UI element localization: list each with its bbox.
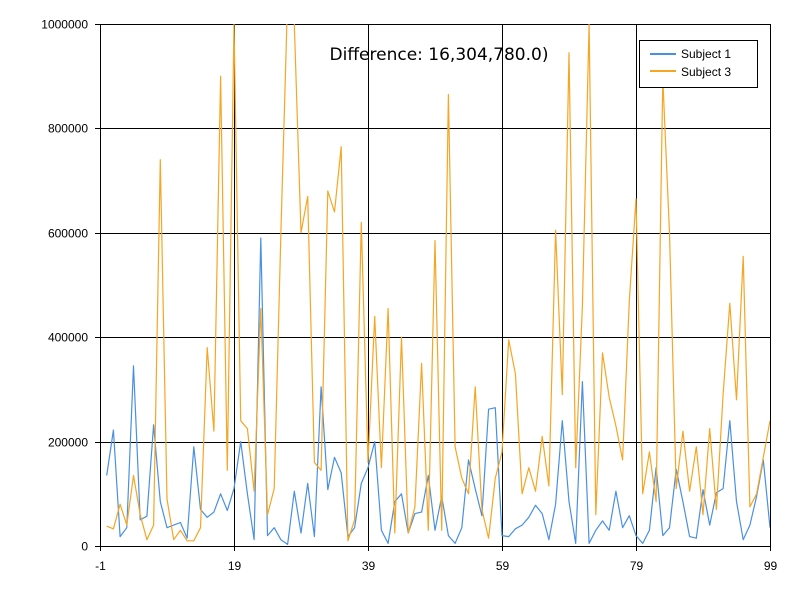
chart-title: Difference: 16,304,780.0) <box>330 45 549 65</box>
legend-label-subject-1: Subject 1 <box>681 47 731 61</box>
x-tick-label: 19 <box>228 559 242 573</box>
y-tick-label: 200000 <box>48 436 88 450</box>
y-tick-label: 400000 <box>48 331 88 345</box>
y-tick-label: 1000000 <box>41 18 88 32</box>
series-line-subject-1 <box>106 237 770 546</box>
gridlines <box>100 24 771 547</box>
legend-label-subject-3: Subject 3 <box>681 65 731 79</box>
y-tick-label: 600000 <box>48 227 88 241</box>
x-tick-label: -1 <box>95 559 106 573</box>
axes: 0 200000 400000 600000 800000 1000000 -1 19 39 59… <box>41 18 777 574</box>
y-tick-label: 0 <box>81 540 88 554</box>
x-tick-label: 59 <box>496 559 510 573</box>
series-lines <box>106 24 770 546</box>
series-line-subject-3 <box>106 24 770 542</box>
legend-box <box>639 40 758 88</box>
x-tick-label: 99 <box>764 559 778 573</box>
x-tick-label: 39 <box>362 559 376 573</box>
legend: Subject 1 Subject 3 <box>639 40 758 88</box>
x-tick-label: 79 <box>630 559 644 573</box>
y-tick-label: 800000 <box>48 122 88 136</box>
